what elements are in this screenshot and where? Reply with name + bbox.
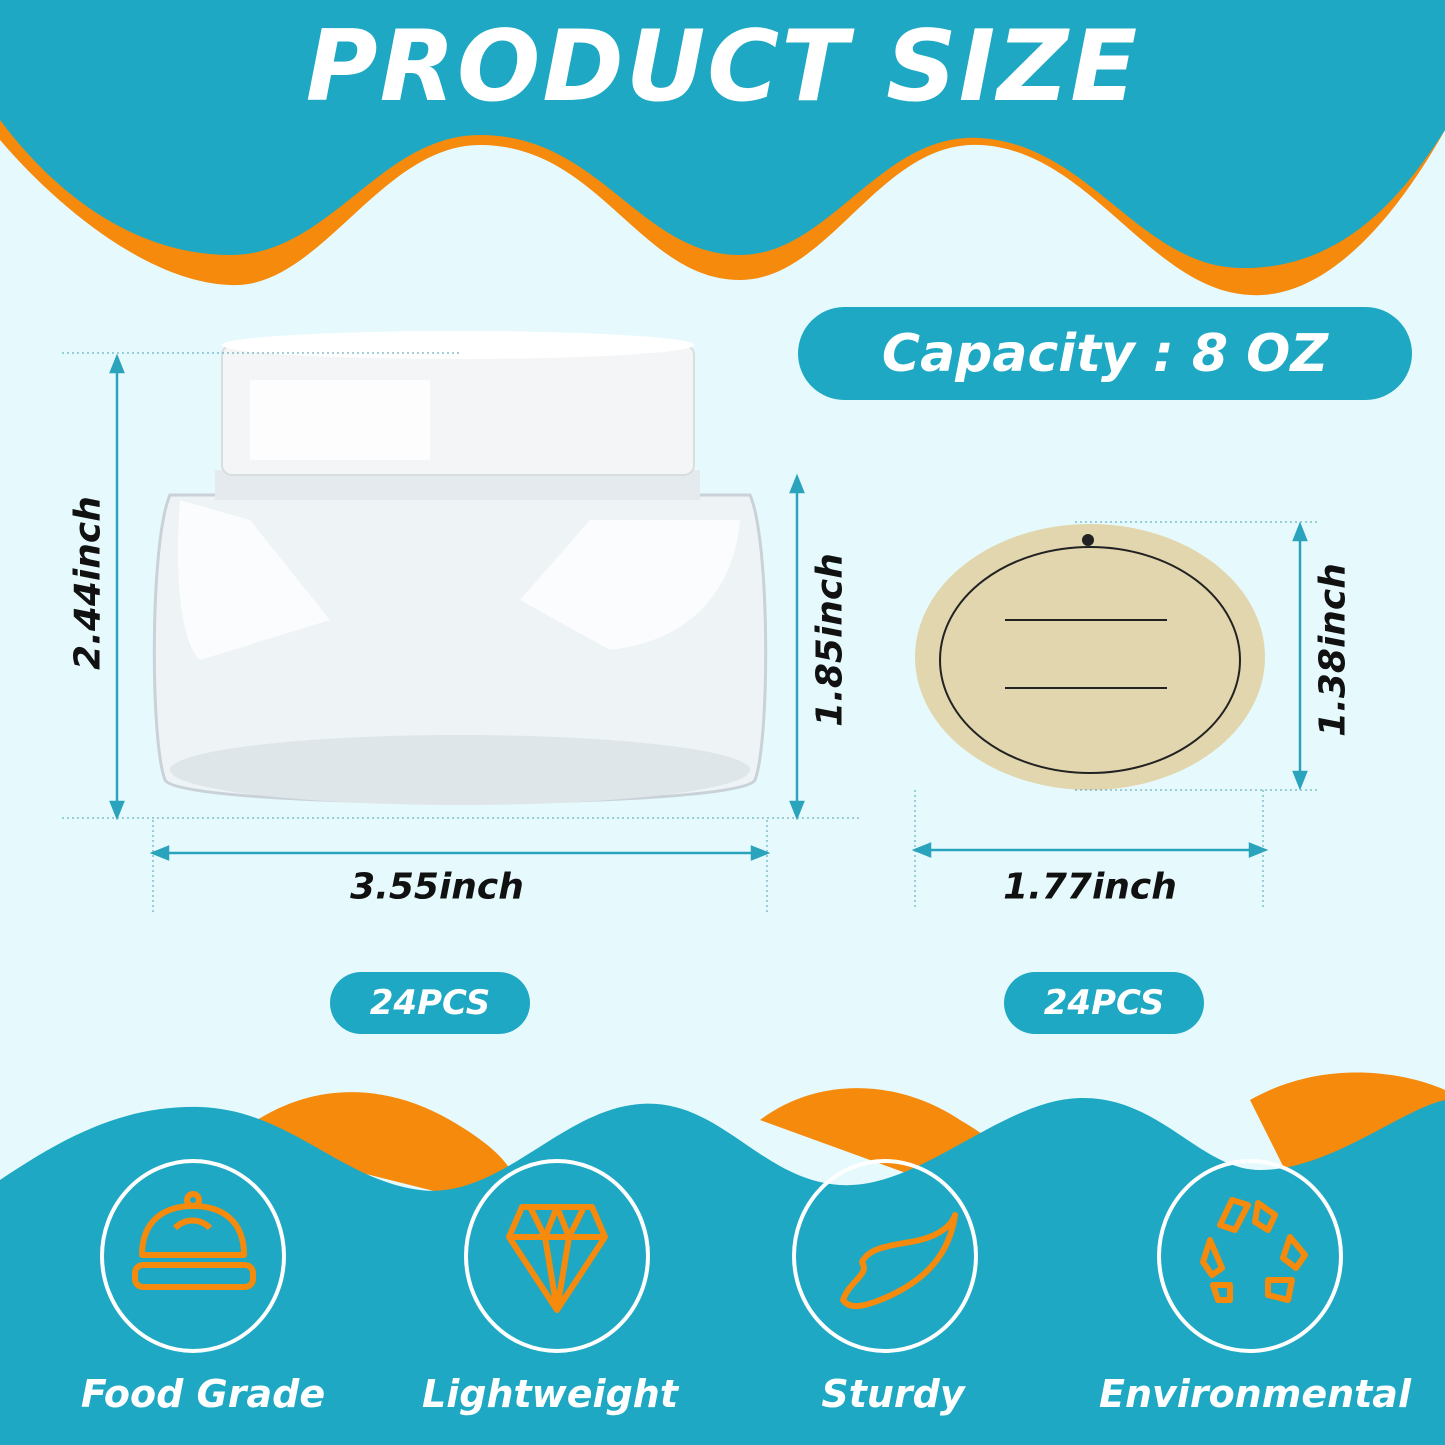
dimension-lines (62, 352, 1320, 915)
top-teal-wave (0, 0, 1445, 269)
sticker-height-label: 1.38inch (1312, 563, 1354, 737)
jar-image (152, 331, 768, 805)
jar-body-height-label: 1.85inch (809, 553, 851, 727)
leaf-icon (840, 1212, 958, 1309)
feature-sturdy: Sturdy (821, 1372, 965, 1416)
recycle-icon (1200, 1197, 1308, 1303)
feature-circles (100, 1159, 1343, 1353)
diamond-icon (506, 1204, 608, 1313)
feature-food-grade: Food Grade (80, 1372, 326, 1416)
sticker-width-label: 1.77inch (1003, 866, 1177, 908)
jar-total-height-label: 2.44inch (67, 496, 109, 670)
bottom-teal-wave (0, 1097, 1445, 1445)
feature-lightweight: Lightweight (422, 1372, 678, 1416)
capacity-badge: Capacity : 8 OZ (798, 307, 1412, 400)
jar-width-label: 3.55inch (350, 866, 524, 908)
bottom-orange-wave (230, 1072, 1445, 1200)
page-title: PRODUCT SIZE (305, 10, 1140, 124)
sticker-image (915, 524, 1265, 790)
sticker-quantity-badge: 24PCS (1004, 972, 1204, 1034)
feature-environmental: Environmental (1099, 1372, 1411, 1416)
food-cloche-icon (132, 1191, 256, 1290)
jar-quantity-badge: 24PCS (330, 972, 530, 1034)
